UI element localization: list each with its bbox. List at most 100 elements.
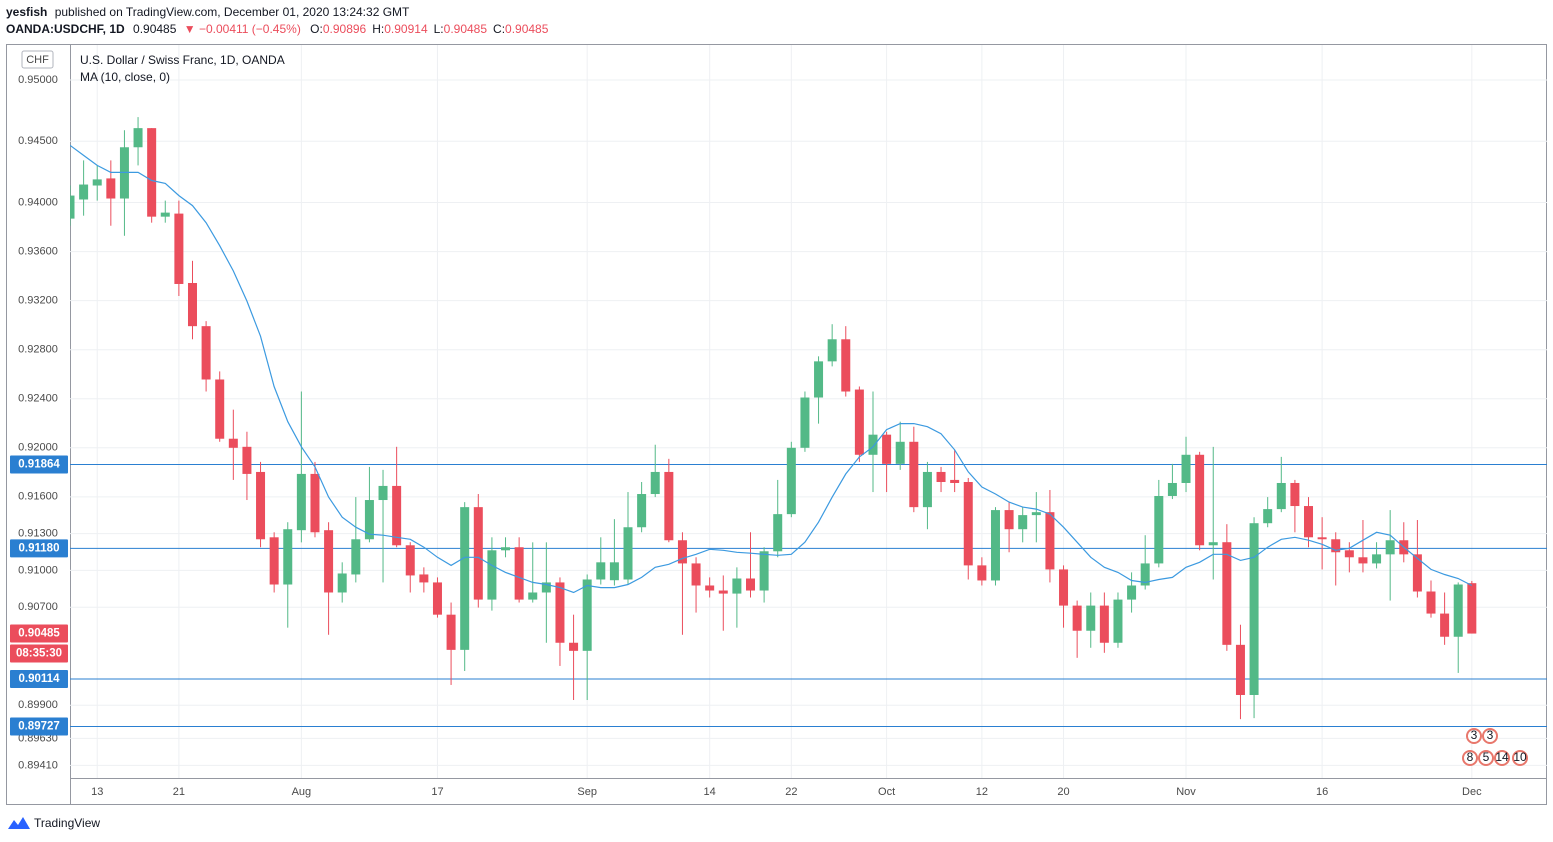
last-price-label: 0.90485 (18, 628, 60, 640)
candle-body (160, 212, 170, 217)
candle-body (555, 582, 565, 643)
y-tick-label: 0.90700 (18, 601, 58, 613)
candle-body (732, 578, 742, 594)
y-tick-label: 0.93200 (18, 295, 58, 307)
candle-body (705, 585, 715, 591)
candle-body (909, 441, 919, 508)
candle-body (677, 540, 687, 564)
event-marker (1462, 750, 1478, 766)
candle-body (936, 471, 946, 483)
candle-body (541, 582, 551, 593)
candle-body (1276, 482, 1286, 510)
candle-body (569, 642, 579, 651)
candle-body (92, 179, 102, 186)
event-count: 3 (1487, 728, 1494, 742)
x-tick-label: 12 (976, 786, 988, 798)
ohlc-value: 0.90485 (444, 22, 488, 36)
axes: 0.95000 0.94500 0.94000 0.93600 0.93200 0.928… (10, 74, 1528, 798)
plot (70, 117, 1547, 728)
hline-label-bg (10, 455, 68, 474)
logo (8, 817, 30, 829)
y-tick-label: 0.89900 (18, 699, 58, 711)
footer: TradingView (8, 816, 100, 830)
candle-body (650, 471, 660, 495)
ohlc-key: C: (493, 22, 505, 36)
candle-body (256, 471, 266, 540)
last-price-label-bg (10, 624, 68, 643)
candle-body (1072, 605, 1082, 631)
currency: CHF (26, 54, 49, 66)
candle-body (296, 473, 306, 531)
candle-body (1372, 554, 1382, 564)
candle-body (882, 434, 892, 464)
x-tick-label: Aug (292, 786, 312, 798)
candle-body (773, 514, 783, 552)
hline-label-bg (10, 539, 68, 558)
candle-body (596, 562, 606, 580)
y-tick-label: 0.91300 (18, 528, 58, 540)
candle-body (215, 379, 225, 439)
candle-body (950, 479, 960, 483)
hline-label: 0.89727 (18, 721, 60, 733)
candle-body (1222, 542, 1232, 645)
ohlc-value: 0.90914 (384, 22, 428, 36)
candle-body (1167, 482, 1177, 496)
candle-body (1140, 563, 1150, 586)
candle-body (623, 527, 633, 580)
header-line: yesfish published on TradingView.com, De… (6, 5, 410, 19)
x-tick-label: 14 (704, 786, 716, 798)
y-tick-label: 0.89410 (18, 759, 58, 771)
x-tick-label: 16 (1316, 786, 1328, 798)
candle-body (283, 529, 293, 585)
event-count: 8 (1467, 750, 1474, 764)
event-count: 3 (1471, 728, 1478, 742)
candle-body (1113, 599, 1123, 643)
chart-title: U.S. Dollar / Swiss Franc, 1D, OANDA (80, 53, 285, 67)
y-tick-label: 0.92800 (18, 344, 58, 356)
candle-body (106, 178, 116, 199)
candle-body (337, 573, 347, 593)
published: published on TradingView.com, December 0… (55, 5, 410, 19)
candle-body (310, 473, 320, 533)
candle-body (582, 579, 592, 651)
candle-body (419, 574, 429, 583)
candle-body (528, 592, 538, 600)
x-tick-label: Oct (878, 786, 895, 798)
x-tick-label: Nov (1176, 786, 1196, 798)
candle-body (228, 438, 238, 448)
candle-body (1385, 540, 1395, 555)
event-marker (1466, 728, 1482, 744)
currency-box (21, 50, 54, 69)
candle-body (1195, 454, 1205, 546)
candle-body (1208, 542, 1218, 546)
ma-line (70, 144, 1473, 594)
candle-body (1467, 583, 1477, 634)
hline-label: 0.91180 (19, 542, 60, 554)
candle-body (70, 195, 75, 219)
price: 0.90485 (133, 22, 177, 36)
candle-body (1031, 512, 1041, 516)
chart-frame (6, 44, 1547, 805)
ohlc-key: O: (310, 22, 323, 36)
y-tick-label: 0.92400 (18, 393, 58, 405)
candle-body (718, 590, 728, 594)
candle-body (977, 565, 987, 581)
candle-body (351, 539, 361, 575)
event-count: 10 (1513, 750, 1527, 764)
event-marker (1482, 728, 1498, 744)
hline-label-bg (10, 670, 68, 689)
candle-body (841, 339, 851, 392)
x-tick-label: 13 (91, 786, 103, 798)
candle-body (854, 389, 864, 455)
candle-body (1344, 550, 1354, 558)
candle-body (1045, 512, 1055, 570)
candle-body (1086, 605, 1096, 631)
y-tick-label: 0.93600 (18, 246, 58, 258)
candle-body (990, 510, 1000, 581)
candle-body (786, 447, 796, 515)
candle-body (1127, 585, 1137, 600)
candle-body (487, 550, 497, 600)
header-quote: OANDA:USDCHF, 1D 0.90485 ▼ −0.00411 (−0.… (6, 22, 549, 36)
